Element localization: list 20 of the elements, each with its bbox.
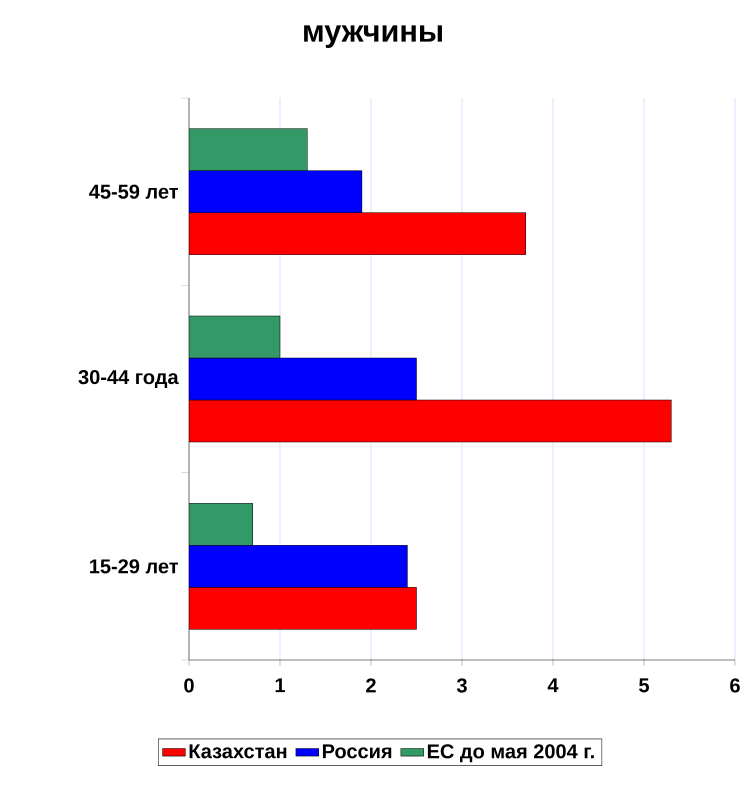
legend-label: ЕС до мая 2004 г.: [428, 744, 594, 762]
bar: [189, 316, 280, 358]
bar: [189, 358, 417, 400]
bar: [189, 170, 362, 213]
chart-title: мужчины: [304, 25, 442, 48]
bar: [189, 545, 408, 588]
x-tick-label: 4: [548, 678, 558, 692]
x-tick-label: 3: [456, 678, 467, 693]
bar: [189, 503, 253, 546]
legend-label: Россия: [322, 744, 392, 758]
y-tick-label: 30-44 года: [78, 370, 179, 388]
legend-label: Казахстан: [190, 744, 286, 758]
x-tick-label: 6: [730, 678, 740, 693]
x-tick-label: 1: [276, 678, 285, 692]
x-tick-label: 2: [366, 678, 376, 692]
x-tick-label: 0: [184, 678, 194, 693]
bar: [189, 128, 308, 171]
y-tick-label: 45-59 лет: [89, 184, 178, 199]
x-tick-label: 5: [639, 678, 649, 692]
y-tick-label: 15-29 лет: [90, 559, 178, 574]
